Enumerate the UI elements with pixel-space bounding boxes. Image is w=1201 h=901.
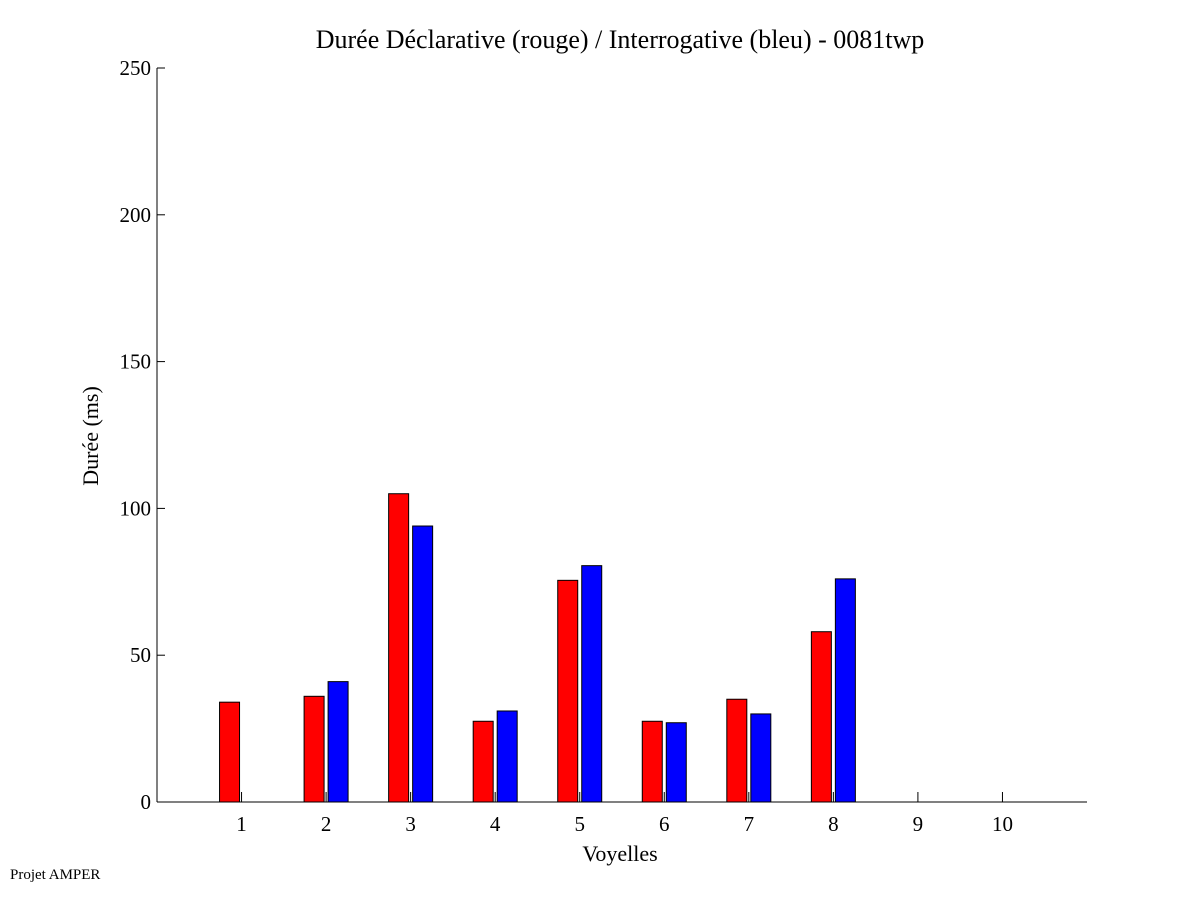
bar-declarative (472, 720, 494, 803)
x-tick-label: 7 (744, 812, 755, 836)
y-tick-label: 250 (120, 56, 152, 80)
x-tick-label: 9 (913, 812, 924, 836)
x-tick-label: 8 (828, 812, 839, 836)
bar-declarative (303, 695, 325, 803)
x-axis-label: Voyelles (582, 841, 657, 866)
x-tick-label: 6 (659, 812, 670, 836)
y-tick-label: 100 (120, 496, 152, 520)
bar-declarative (641, 720, 663, 803)
bar-declarative (557, 579, 579, 803)
bar-declarative (219, 701, 241, 803)
bar-declarative (388, 493, 410, 803)
axes (156, 68, 1087, 803)
y-tick-label: 150 (120, 350, 152, 374)
y-tick-label: 50 (130, 643, 151, 667)
bar-declarative (726, 698, 748, 803)
bar-interrogative (665, 722, 687, 803)
bar-interrogative (834, 578, 856, 803)
y-tick-label: 200 (120, 203, 152, 227)
bar-interrogative (327, 681, 349, 803)
ticks: 0 50 100 150 200 250 1 2 3 4 5 6 7 8 9 10 (120, 56, 1013, 836)
x-tick-label: 4 (490, 812, 501, 836)
bar-interrogative (496, 710, 518, 803)
chart-title: Durée Déclarative (rouge) / Interrogativ… (316, 25, 925, 54)
bar-interrogative (581, 565, 603, 803)
x-tick-label: 5 (574, 812, 585, 836)
x-tick-label: 1 (236, 812, 247, 836)
x-tick-label: 10 (992, 812, 1013, 836)
bar-interrogative (412, 525, 434, 803)
bars (219, 493, 856, 803)
bar-interrogative (750, 713, 772, 803)
y-tick-label: 0 (141, 790, 152, 814)
bar-declarative (810, 631, 832, 803)
y-axis-label: Durée (ms) (78, 386, 103, 486)
footer-credit: Projet AMPER (10, 867, 100, 883)
x-tick-label: 2 (321, 812, 332, 836)
x-tick-label: 3 (405, 812, 416, 836)
